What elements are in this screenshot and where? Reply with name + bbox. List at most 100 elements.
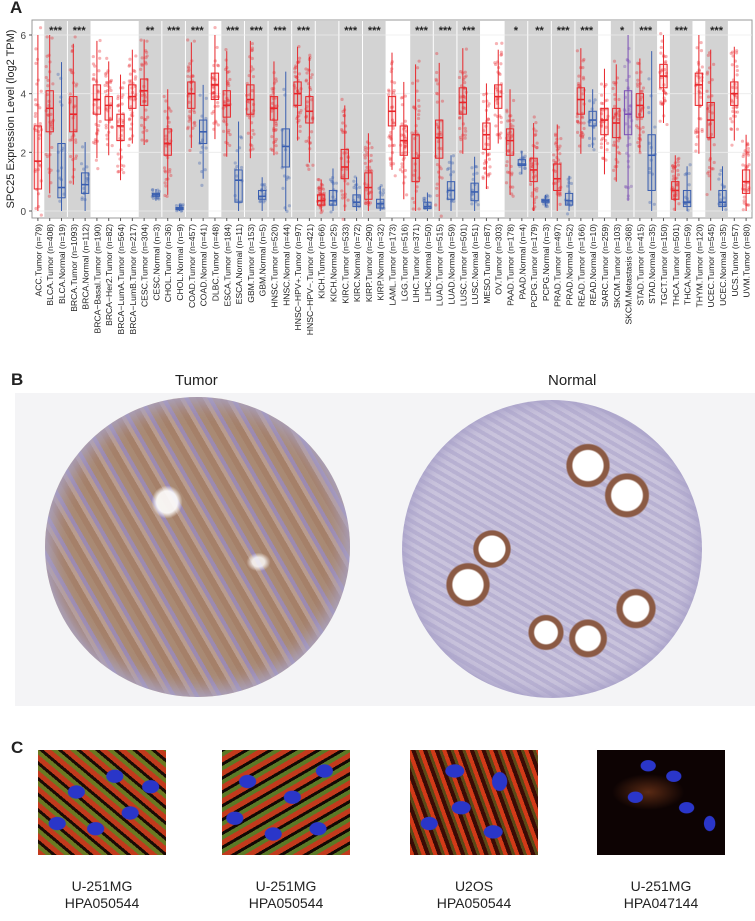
box-25 xyxy=(328,168,339,214)
ihc-tumor-core-image xyxy=(45,397,350,697)
svg-text:SPC25 Expression Level (log2 T: SPC25 Expression Level (log2 TPM) xyxy=(5,30,17,209)
box-32 xyxy=(410,59,421,211)
box-47 xyxy=(587,89,597,152)
svg-text:SKCM.Tumor (n=103): SKCM.Tumor (n=103) xyxy=(612,224,622,308)
box-42 xyxy=(529,115,539,212)
box-38 xyxy=(481,83,492,190)
box-36 xyxy=(457,47,469,154)
svg-text:PAAD.Normal (n=4): PAAD.Normal (n=4) xyxy=(517,224,527,300)
svg-text:CESC.Normal (n=3): CESC.Normal (n=3) xyxy=(151,224,161,301)
svg-text:LUAD.Normal (n=59): LUAD.Normal (n=59) xyxy=(447,224,457,305)
box-57 xyxy=(705,49,716,197)
box-58 xyxy=(717,166,728,212)
svg-text:PCPG.Tumor (n=179): PCPG.Tumor (n=179) xyxy=(529,224,539,308)
svg-text:***: *** xyxy=(273,25,287,37)
panel-c-letter: C xyxy=(11,738,24,757)
svg-text:ACC.Tumor (n=79): ACC.Tumor (n=79) xyxy=(33,224,43,297)
svg-text:***: *** xyxy=(344,25,358,37)
svg-text:BRCA−Basal.Tumor (n=190): BRCA−Basal.Tumor (n=190) xyxy=(92,224,102,334)
svg-text:COAD.Normal (n=41): COAD.Normal (n=41) xyxy=(199,224,209,307)
box-24 xyxy=(316,177,326,215)
box-7 xyxy=(116,74,126,181)
svg-text:4: 4 xyxy=(20,90,26,101)
svg-text:GBM.Normal (n=5): GBM.Normal (n=5) xyxy=(258,224,268,296)
svg-text:READ.Normal (n=10): READ.Normal (n=10) xyxy=(588,224,598,306)
box-17 xyxy=(233,121,244,211)
svg-text:***: *** xyxy=(49,25,63,37)
box-51 xyxy=(634,58,646,155)
box-54 xyxy=(670,155,681,211)
box-12 xyxy=(174,202,185,213)
svg-text:CHOL.Tumor (n=36): CHOL.Tumor (n=36) xyxy=(163,224,173,302)
box-60 xyxy=(740,134,751,212)
svg-text:***: *** xyxy=(250,25,264,37)
svg-text:UCEC.Normal (n=35): UCEC.Normal (n=35) xyxy=(718,224,728,306)
box-49 xyxy=(611,59,622,182)
svg-text:UVM.Tumor (n=80): UVM.Tumor (n=80) xyxy=(742,224,752,298)
svg-text:BRCA−LumA.Tumor (n=564): BRCA−LumA.Tumor (n=564) xyxy=(116,224,126,335)
svg-text:***: *** xyxy=(675,25,689,37)
box-48 xyxy=(599,68,610,175)
svg-text:PAAD.Tumor (n=178): PAAD.Tumor (n=178) xyxy=(506,224,516,306)
box-29 xyxy=(376,184,386,211)
box-30 xyxy=(386,52,397,178)
svg-text:KIRP.Tumor (n=290): KIRP.Tumor (n=290) xyxy=(364,224,374,302)
svg-text:ESCA.Tumor (n=184): ESCA.Tumor (n=184) xyxy=(222,224,232,307)
svg-text:LAML.Tumor (n=173): LAML.Tumor (n=173) xyxy=(388,224,398,306)
box-40 xyxy=(504,89,516,198)
box-53 xyxy=(658,32,669,127)
box-2 xyxy=(56,62,66,211)
svg-text:***: *** xyxy=(710,25,724,37)
svg-text:UCS.Tumor (n=57): UCS.Tumor (n=57) xyxy=(730,224,740,297)
svg-text:PCPG.Normal (n=3): PCPG.Normal (n=3) xyxy=(541,224,551,301)
svg-text:LUSC.Normal (n=51): LUSC.Normal (n=51) xyxy=(470,224,480,305)
box-39 xyxy=(493,41,504,144)
panel-b-letter: B xyxy=(11,370,24,389)
box-37 xyxy=(470,156,480,211)
if-image-2 xyxy=(222,750,350,855)
svg-text:ESCA.Normal (n=11): ESCA.Normal (n=11) xyxy=(234,224,244,304)
svg-text:KIRP.Normal (n=32): KIRP.Normal (n=32) xyxy=(376,224,386,301)
box-55 xyxy=(682,163,692,212)
svg-text:LGG.Tumor (n=516): LGG.Tumor (n=516) xyxy=(399,224,409,301)
svg-text:COAD.Tumor (n=457): COAD.Tumor (n=457) xyxy=(187,224,197,308)
svg-text:CESC.Tumor (n=304): CESC.Tumor (n=304) xyxy=(140,224,150,307)
box-26 xyxy=(339,97,350,221)
box-15 xyxy=(210,25,221,140)
svg-text:LIHC.Normal (n=50): LIHC.Normal (n=50) xyxy=(423,224,433,301)
svg-text:6: 6 xyxy=(20,31,26,42)
box-22 xyxy=(292,45,303,141)
svg-text:***: *** xyxy=(73,25,87,37)
box-19 xyxy=(258,177,268,211)
svg-text:***: *** xyxy=(580,25,594,37)
box-44 xyxy=(552,124,563,211)
if-label-2: U-251MG HPA050544 xyxy=(248,878,324,911)
if-label-1: U-251MG HPA050544 xyxy=(64,878,140,911)
box-46 xyxy=(575,48,586,154)
svg-text:LUAD.Tumor (n=515): LUAD.Tumor (n=515) xyxy=(435,224,445,306)
svg-text:HNSC.Normal (n=44): HNSC.Normal (n=44) xyxy=(281,224,291,306)
svg-text:THYM.Tumor (n=120): THYM.Tumor (n=120) xyxy=(694,224,704,308)
svg-text:GBM.Tumor (n=153): GBM.Tumor (n=153) xyxy=(246,224,256,303)
svg-text:***: *** xyxy=(191,25,205,37)
box-0 xyxy=(32,26,44,217)
svg-text:KIRC.Normal (n=72): KIRC.Normal (n=72) xyxy=(352,224,362,302)
svg-text:LIHC.Tumor (n=371): LIHC.Tumor (n=371) xyxy=(411,224,421,303)
panel-a-letter: A xyxy=(10,0,23,17)
svg-text:*: * xyxy=(514,25,519,37)
svg-text:THCA.Tumor (n=501): THCA.Tumor (n=501) xyxy=(671,224,681,307)
box-34 xyxy=(434,51,445,218)
svg-text:STAD.Normal (n=35): STAD.Normal (n=35) xyxy=(647,224,657,304)
if-image-4 xyxy=(597,750,725,855)
if-image-3 xyxy=(410,750,538,855)
svg-text:***: *** xyxy=(297,25,311,37)
svg-text:HNSC−HPV−.Tumor (n=421): HNSC−HPV−.Tumor (n=421) xyxy=(305,224,315,335)
ihc-normal-core-image xyxy=(402,400,702,698)
box-59 xyxy=(729,46,740,147)
ihc-tumor-title: Tumor xyxy=(175,372,218,389)
svg-text:OV.Tumor (n=303): OV.Tumor (n=303) xyxy=(494,224,504,295)
box-20 xyxy=(269,61,279,156)
expression-boxplot-chart: *** *** ** *** *** *** *** *** *** *** *** *** *** **… xyxy=(5,19,753,335)
ihc-normal-title: Normal xyxy=(548,372,597,389)
box-1 xyxy=(44,35,55,198)
